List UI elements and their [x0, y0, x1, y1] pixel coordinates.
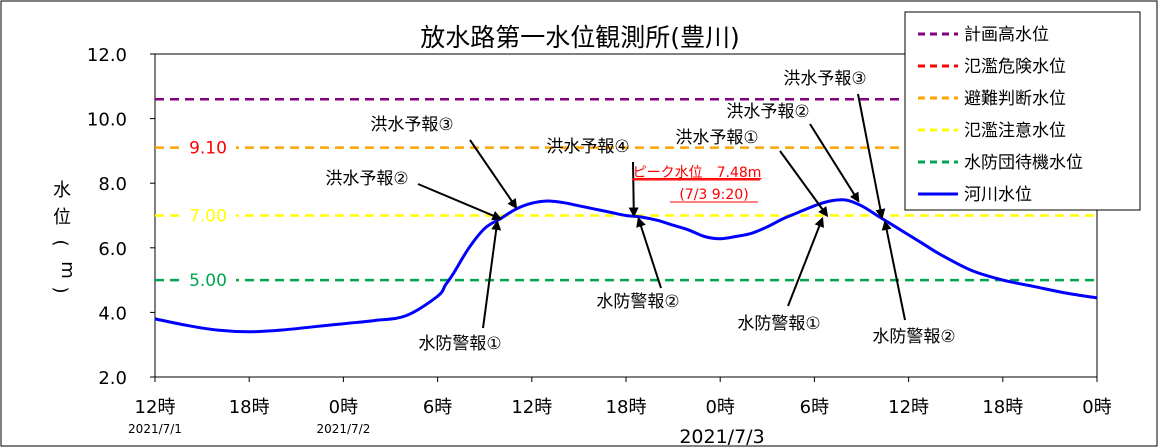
legend-box [904, 11, 1141, 211]
annotation-label: 水防警報① [737, 314, 820, 334]
y-tick-label: 4.0 [98, 303, 127, 324]
x-tick-label: 12時 [511, 397, 552, 418]
threshold-label: 7.00 [189, 207, 227, 227]
y-tick-label: 12.0 [87, 45, 127, 66]
threshold-lines: 9.10 7.00 5.00 [155, 97, 1097, 292]
x-tick-label: 6時 [800, 397, 829, 418]
y-label-char: m [57, 261, 78, 279]
annotation-arrow [857, 93, 886, 220]
plot-area: 9.10 7.00 5.00 [154, 53, 1098, 378]
annotation-arrow [482, 219, 502, 329]
series-line-0 [154, 198, 1098, 334]
legend-label: 水防団待機水位 [964, 153, 1083, 173]
x-tick-label: 18時 [229, 397, 270, 418]
threshold-label: 5.00 [189, 271, 227, 291]
legend-label: 計画高水位 [964, 25, 1049, 45]
x-tick-label: 12時 [135, 397, 176, 418]
y-axis: 2.0 4.0 6.0 8.0 10.0 12.0 [87, 45, 155, 389]
legend-label: 氾濫危険水位 [964, 57, 1066, 77]
annotation-arrow [787, 216, 824, 307]
series-lines [154, 198, 1098, 334]
threshold-label-bg [180, 136, 236, 159]
y-label-char: 位 [53, 207, 71, 228]
annotation-arrow [881, 220, 906, 321]
peak-label: ピーク水位 7.48m (7/3 9:20) [632, 165, 761, 203]
annotation-label: 水防警報② [596, 292, 679, 312]
x-tick-label: 18時 [606, 397, 647, 418]
y-label-char: ( [50, 239, 71, 246]
annotation-label: 洪水予報④ [546, 137, 629, 157]
x-date-label: 2021/7/1 [128, 422, 182, 436]
annotation-label: 洪水予報① [675, 128, 758, 148]
annotation-arrow [628, 161, 639, 218]
x-tick-label: 0時 [705, 397, 734, 418]
y-label-char: ) [50, 286, 71, 293]
y-tick-label: 8.0 [98, 174, 127, 195]
annotation-label: 洪水予報③ [370, 115, 453, 135]
annotation-arrow [809, 123, 860, 203]
annotation-arrow [636, 216, 662, 289]
threshold-label-bg [180, 269, 236, 292]
y-label-char: 水 [53, 180, 71, 201]
legend-label: 河川水位 [964, 185, 1032, 205]
x-tick-label: 18時 [982, 397, 1023, 418]
threshold-label-bg [180, 204, 236, 227]
y-tick-label: 10.0 [87, 110, 127, 131]
legend-label: 避難判断水位 [964, 89, 1066, 109]
x-tick-label: 0時 [1082, 397, 1111, 418]
annotation-label: 洪水予報② [325, 169, 408, 189]
annotation-label: 水防警報② [872, 327, 955, 347]
x-date-label: 2021/7/2 [316, 422, 370, 436]
annotation-arrow [469, 139, 518, 210]
peak-label-line1: ピーク水位 7.48m [633, 165, 762, 181]
y-tick-label: 2.0 [98, 368, 127, 389]
threshold-label: 9.10 [189, 139, 227, 159]
annotation-label: 洪水予報② [726, 102, 809, 122]
x-tick-label: 12時 [888, 397, 929, 418]
x-tick-label: 0時 [329, 397, 358, 418]
y-tick-label: 6.0 [98, 239, 127, 260]
legend-label: 氾濫注意水位 [964, 121, 1066, 141]
peak-label-line2: (7/3 9:20) [679, 187, 748, 203]
annotation-arrow [779, 150, 829, 218]
x-tick-label: 6時 [423, 397, 452, 418]
annotation-arrow [417, 183, 503, 221]
annotation-label: 水防警報① [418, 334, 501, 354]
chart-title: 放水路第一水位観測所(豊川) [420, 23, 740, 52]
annotation-labels: 洪水予報② 洪水予報③ 洪水予報④ 洪水予報① 洪水予報② 洪水予報③ 水防警報① 水防警報②… [325, 69, 955, 354]
x-axis-label: 2021/7/3 [679, 426, 764, 447]
x-axis: 12時 18時 0時 6時 12時 18時 0時 6時 12時 18時 0時 2021/7/1 2021… [128, 377, 1112, 436]
annotation-label: 洪水予報③ [783, 69, 866, 89]
annotation-arrows [417, 93, 906, 329]
y-axis-label: 水位 ( m) [50, 180, 78, 294]
